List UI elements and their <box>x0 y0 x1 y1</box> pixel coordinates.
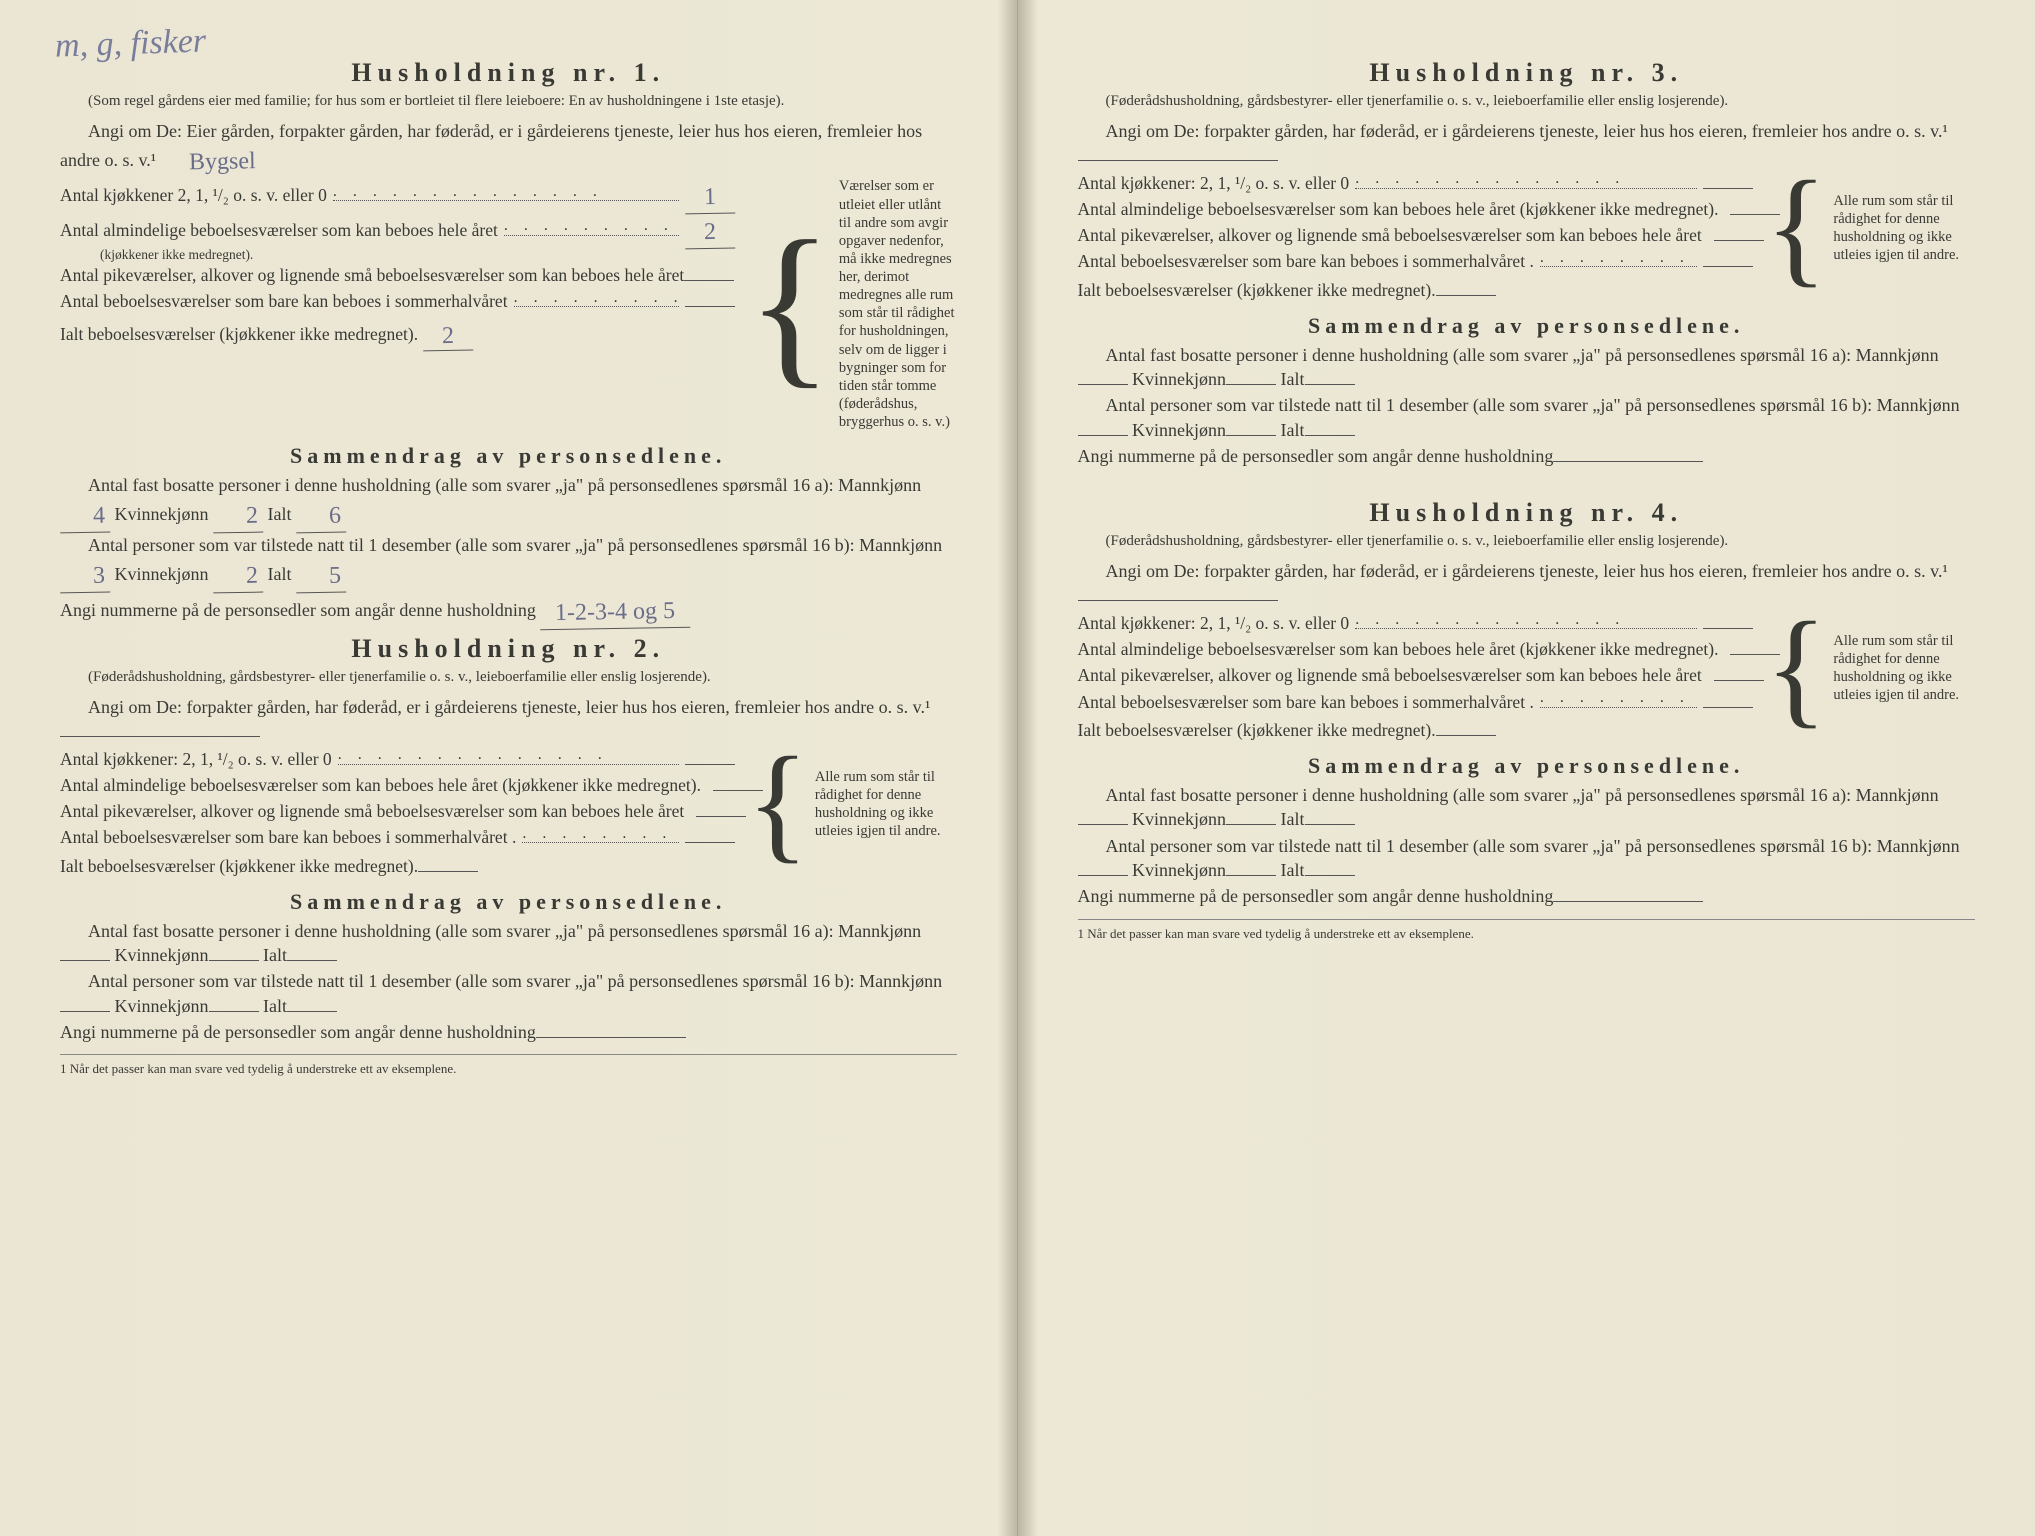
h4-sum-16b: Antal personer som var tilstede natt til… <box>1078 834 1976 883</box>
h1-summary-title: Sammendrag av personsedlene. <box>60 443 957 469</box>
h1-note: (Som regel gårdens eier med familie; for… <box>60 92 957 111</box>
h1-numbers-line: Angi nummerne på de personsedler som ang… <box>60 593 957 626</box>
h4-questions-block: Antal kjøkkener: 2, 1, ¹/₂ o. s. v. elle… <box>1078 610 1976 742</box>
h1-16a-total: 6 <box>296 500 347 534</box>
h1-q-kitchen: Antal kjøkkener 2, 1, ¹/₂ o. s. v. eller… <box>60 178 735 211</box>
h4-title: Husholdning nr. 4. <box>1078 498 1976 528</box>
h1-16a-female: 2 <box>213 500 264 534</box>
h1-q-rooms: Antal almindelige beboelsesværelser som … <box>60 213 735 246</box>
h1-brace-note: { Værelser som er utleiet eller utlånt t… <box>747 177 957 431</box>
h1-angi-answer: Bygsel <box>160 145 255 179</box>
left-page: Husholdning nr. 1. (Som regel gårdens ei… <box>0 0 1018 1536</box>
document-spread: m, g, fisker Husholdning nr. 1. (Som reg… <box>0 0 2035 1536</box>
h4-sum-16a: Antal fast bosatte personer i denne hush… <box>1078 783 1976 832</box>
h1-questions-block: Antal kjøkkener 2, 1, ¹/₂ o. s. v. eller… <box>60 177 957 431</box>
h1-sum-16b: Antal personer som var tilstede natt til… <box>60 533 957 591</box>
h2-questions-block: Antal kjøkkener: 2, 1, ¹/₂ o. s. v. elle… <box>60 745 957 877</box>
h1-title: Husholdning nr. 1. <box>60 58 957 88</box>
h1-q-total: Ialt beboelsesværelser (kjøkkener ikke m… <box>60 320 735 348</box>
h1-angi: Angi om De: Eier gården, forpakter gårde… <box>60 119 957 176</box>
h4-brace-note: { Alle rum som står til rådighet for den… <box>1765 610 1975 727</box>
h3-note: (Føderådshusholdning, gårdsbestyrer- ell… <box>1078 92 1976 111</box>
h2-sum-16a: Antal fast bosatte personer i denne hush… <box>60 919 957 968</box>
h1-16b-total: 5 <box>296 560 347 594</box>
h3-brace-note: { Alle rum som står til rådighet for den… <box>1765 169 1975 286</box>
h3-angi: Angi om De: forpakter gården, har føderå… <box>1078 119 1976 168</box>
h3-sum-16a: Antal fast bosatte personer i denne hush… <box>1078 343 1976 392</box>
h1-rooms-answer: 2 <box>684 215 735 249</box>
h1-total-answer: 2 <box>422 323 472 352</box>
h1-16b-male: 3 <box>60 560 111 594</box>
h4-note: (Føderådshusholdning, gårdsbestyrer- ell… <box>1078 532 1976 551</box>
h3-title: Husholdning nr. 3. <box>1078 58 1976 88</box>
h1-16b-female: 2 <box>213 560 264 594</box>
h4-angi: Angi om De: forpakter gården, har føderå… <box>1078 559 1976 608</box>
h2-sum-16b: Antal personer som var tilstede natt til… <box>60 969 957 1018</box>
h3-summary-title: Sammendrag av personsedlene. <box>1078 313 1976 339</box>
h4-numbers-line: Angi nummerne på de personsedler som ang… <box>1078 884 1976 908</box>
h2-title: Husholdning nr. 2. <box>60 634 957 664</box>
h2-angi: Angi om De: forpakter gården, har føderå… <box>60 695 957 744</box>
h2-numbers-line: Angi nummerne på de personsedler som ang… <box>60 1020 957 1044</box>
h1-q-summer: Antal beboelsesværelser som bare kan beb… <box>60 289 735 314</box>
h1-numbers-answer: 1-2-3-4 og 5 <box>540 594 691 630</box>
h3-numbers-line: Angi nummerne på de personsedler som ang… <box>1078 444 1976 468</box>
h1-q-pike: Antal pikeværelser, alkover og lignende … <box>60 264 735 288</box>
h2-brace-note: { Alle rum som står til rådighet for den… <box>747 745 957 862</box>
h3-sum-16b: Antal personer som var tilstede natt til… <box>1078 393 1976 442</box>
h2-summary-title: Sammendrag av personsedlene. <box>60 889 957 915</box>
h3-questions-block: Antal kjøkkener: 2, 1, ¹/₂ o. s. v. elle… <box>1078 169 1976 301</box>
left-footnote: 1 Når det passer kan man svare ved tydel… <box>60 1054 957 1077</box>
h2-note: (Føderådshusholdning, gårdsbestyrer- ell… <box>60 668 957 687</box>
h1-kitchen-answer: 1 <box>684 181 735 215</box>
h4-summary-title: Sammendrag av personsedlene. <box>1078 753 1976 779</box>
h1-angi-prefix: Angi om De: <box>88 121 182 141</box>
right-page: Husholdning nr. 3. (Føderådshusholdning,… <box>1018 0 2035 1536</box>
h1-rooms-subnote: (kjøkkener ikke medregnet). <box>100 247 735 263</box>
h1-sum-16a: Antal fast bosatte personer i denne hush… <box>60 473 957 531</box>
h1-16a-male: 4 <box>60 500 111 534</box>
right-footnote: 1 Når det passer kan man svare ved tydel… <box>1078 919 1976 942</box>
